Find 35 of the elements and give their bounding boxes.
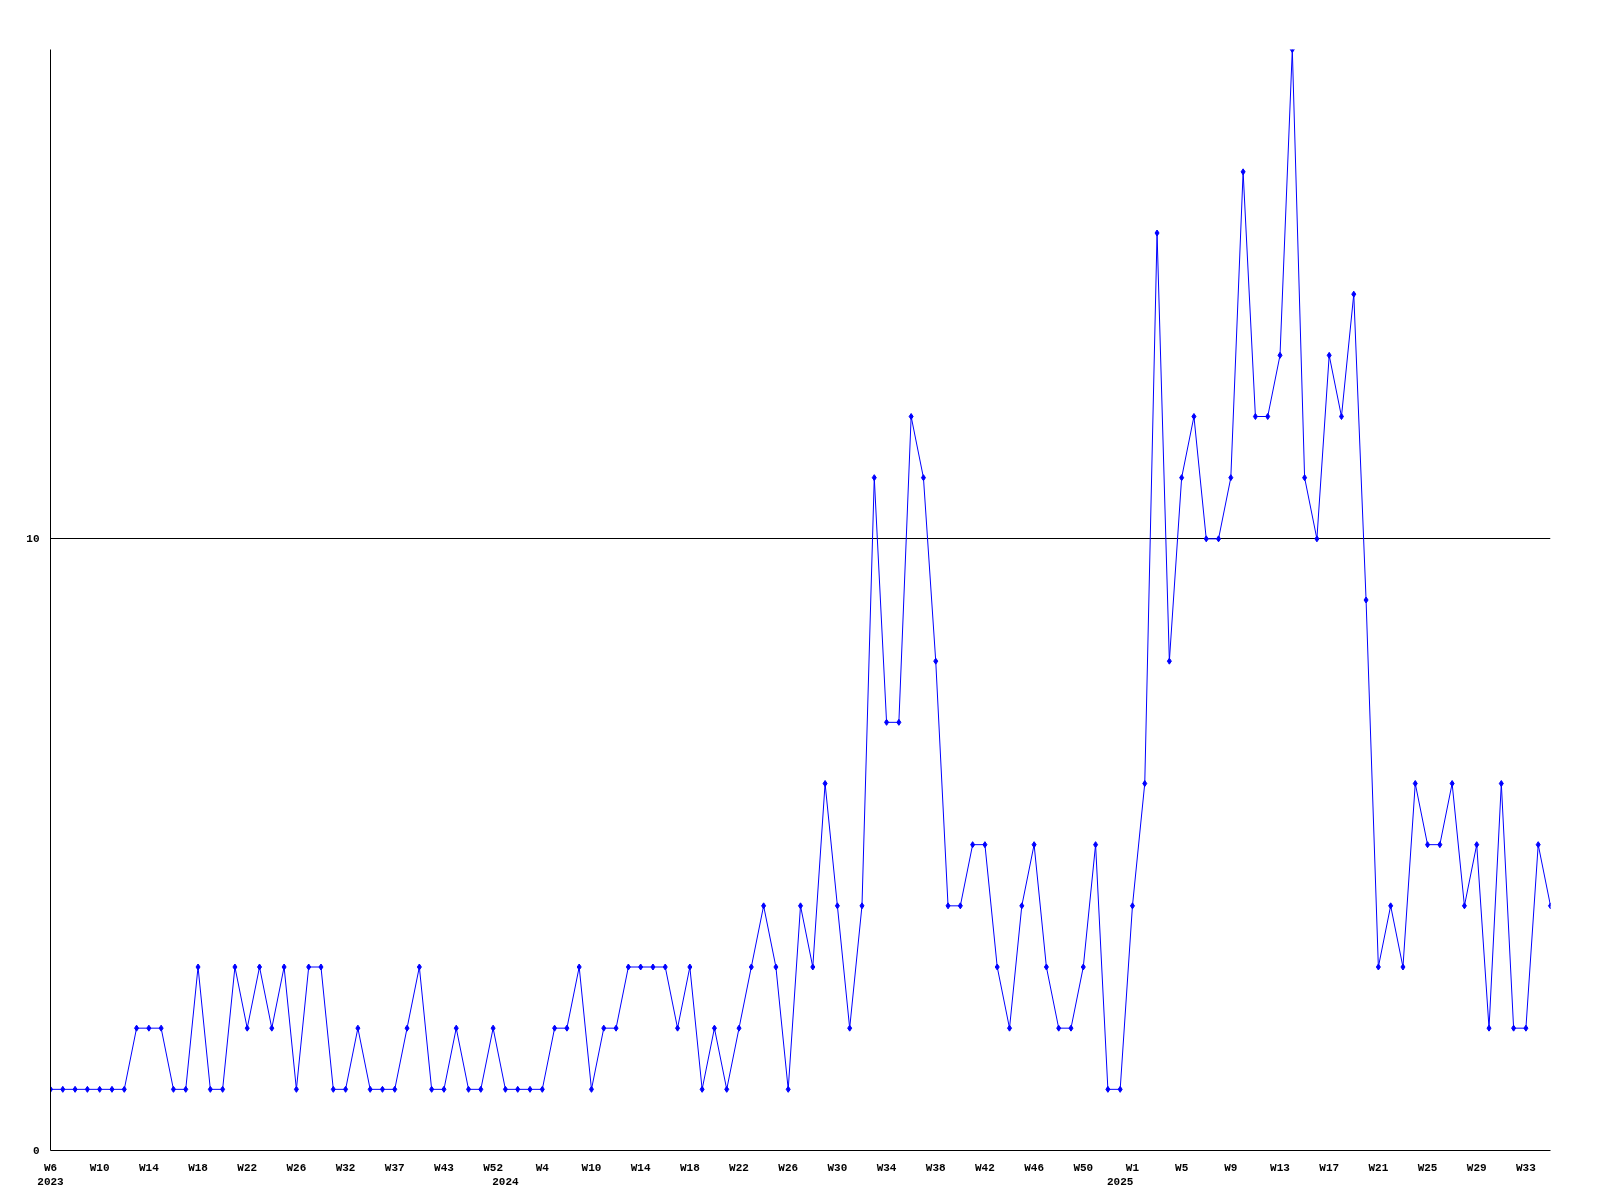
x-tick-label: W22 xyxy=(237,1161,258,1174)
x-tick-label: W5 xyxy=(1175,1161,1189,1174)
x-tick-label: W42 xyxy=(975,1161,995,1174)
x-tick-label: W32 xyxy=(335,1161,356,1174)
x-tick-label: W34 xyxy=(876,1161,897,1174)
x-tick-label: W22 xyxy=(729,1161,749,1174)
x-tick-label: W38 xyxy=(925,1161,947,1174)
x-tick-label: W46 xyxy=(1024,1161,1045,1174)
x-tick-label: W10 xyxy=(581,1161,602,1174)
x-tick-label: W14 xyxy=(138,1161,160,1174)
x-tick-label: W30 xyxy=(827,1161,848,1174)
x-tick-label: W1 xyxy=(1125,1161,1140,1174)
x-tick-label: W43 xyxy=(434,1161,455,1174)
x-tick-label: W50 xyxy=(1073,1161,1094,1174)
y-tick-label: 0 xyxy=(32,1145,40,1157)
x-tick-label: W13 xyxy=(1270,1161,1291,1174)
x-tick-label: W26 xyxy=(778,1161,799,1174)
x-tick-label: W10 xyxy=(89,1161,110,1174)
x-tick-label: W6 2023 xyxy=(37,1161,65,1188)
x-tick-label: W18 xyxy=(188,1161,209,1174)
x-tick-label: W37 xyxy=(384,1161,405,1174)
x-tick-label: W26 xyxy=(286,1161,307,1174)
x-tick-label: W29 xyxy=(1466,1161,1487,1174)
x-tick-label: W17 xyxy=(1319,1161,1340,1174)
x-tick-label: W21 xyxy=(1368,1161,1389,1174)
x-tick-label: 2025 xyxy=(1106,1175,1134,1188)
x-tick-label: W33 xyxy=(1516,1161,1537,1174)
x-tick-label: 2024 xyxy=(492,1175,520,1188)
x-tick-label: W4 xyxy=(535,1161,550,1174)
x-tick-label: W14 xyxy=(630,1161,651,1174)
x-tick-label: W18 xyxy=(679,1161,701,1174)
x-tick-label: W9 xyxy=(1224,1161,1238,1174)
y-tick-label: 10 xyxy=(26,533,40,546)
x-tick-label: W25 xyxy=(1417,1161,1438,1174)
x-tick-label: W52 xyxy=(483,1161,504,1174)
